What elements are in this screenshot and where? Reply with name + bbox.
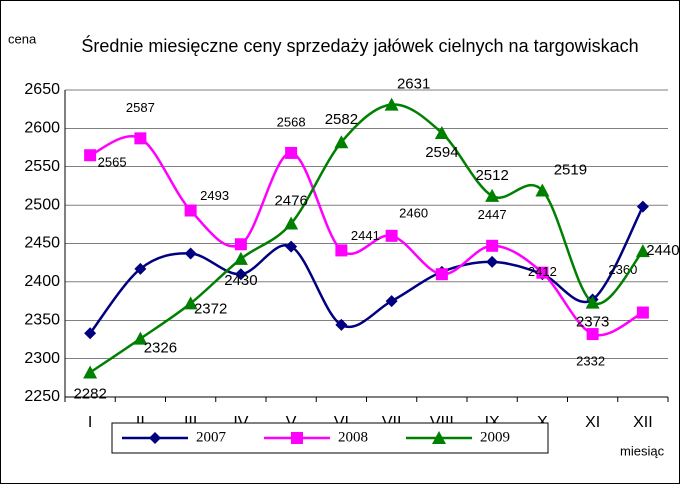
marker [234,238,247,251]
data-label: 2519 [554,162,587,179]
marker [385,295,398,308]
y-tick-label: 2550 [24,158,60,175]
marker [291,432,303,444]
marker [335,318,348,331]
x-axis-label: miesiąc [620,443,665,458]
marker [133,331,148,345]
marker [134,132,147,145]
marker [134,262,147,275]
data-label: 2631 [397,76,430,93]
data-label: 2412 [528,264,557,279]
y-tick-label: 2450 [24,235,60,252]
data-label: 2372 [194,300,227,317]
y-tick-label: 2650 [24,81,60,98]
y-tick-label: 2400 [24,273,60,290]
marker [184,204,197,217]
marker [183,296,198,310]
data-label: 2568 [277,114,306,129]
marker [385,229,398,242]
marker [435,268,448,281]
marker [535,183,550,197]
data-label: 2512 [475,167,508,184]
y-tick-label: 2300 [24,350,60,367]
data-label: 2373 [576,314,609,331]
data-label: 2326 [144,340,177,357]
marker [84,149,97,162]
data-label: 2440 [646,242,679,259]
marker [184,247,197,260]
marker [284,216,299,230]
legend-label: 2009 [480,429,510,445]
y-tick-label: 2500 [24,196,60,213]
marker [334,135,349,149]
data-label: 2460 [399,205,428,220]
data-label: 2447 [478,207,507,222]
data-label: 2594 [425,144,458,161]
marker [285,146,298,159]
x-tick-label: XII [633,414,653,431]
marker [84,327,97,340]
data-label: 2360 [608,262,637,277]
marker [233,251,248,265]
marker [285,240,298,253]
x-tick-label: XI [585,414,600,431]
marker [586,328,599,341]
data-label: 2476 [274,193,307,210]
x-tick-label: I [88,414,92,431]
data-label: 2332 [576,354,605,369]
y-axis-label: cena [8,31,37,46]
data-label: 2493 [200,188,229,203]
y-tick-label: 2350 [24,311,60,328]
legend-label: 2007 [196,429,227,445]
y-tick-label: 2250 [24,388,60,405]
marker [432,431,446,444]
marker [485,188,500,202]
marker [636,306,649,319]
marker [434,125,449,139]
y-tick-label: 2600 [24,120,60,137]
marker [486,239,499,252]
marker [536,266,549,279]
data-label: 2441 [351,228,380,243]
marker [585,295,600,309]
data-label: 2587 [126,100,155,115]
marker [83,365,98,379]
marker [335,244,348,257]
data-label: 2565 [98,155,127,170]
data-label: 2282 [73,385,106,402]
data-label: 2430 [224,272,257,289]
marker [234,268,247,281]
marker [486,255,499,268]
chart-title: Średnie miesięczne ceny sprzedaży jałówe… [81,36,639,56]
marker [384,97,399,111]
legend-label: 2008 [338,429,368,445]
marker [149,432,161,444]
data-label: 2582 [325,111,358,128]
marker [636,200,649,213]
marker [635,244,650,258]
